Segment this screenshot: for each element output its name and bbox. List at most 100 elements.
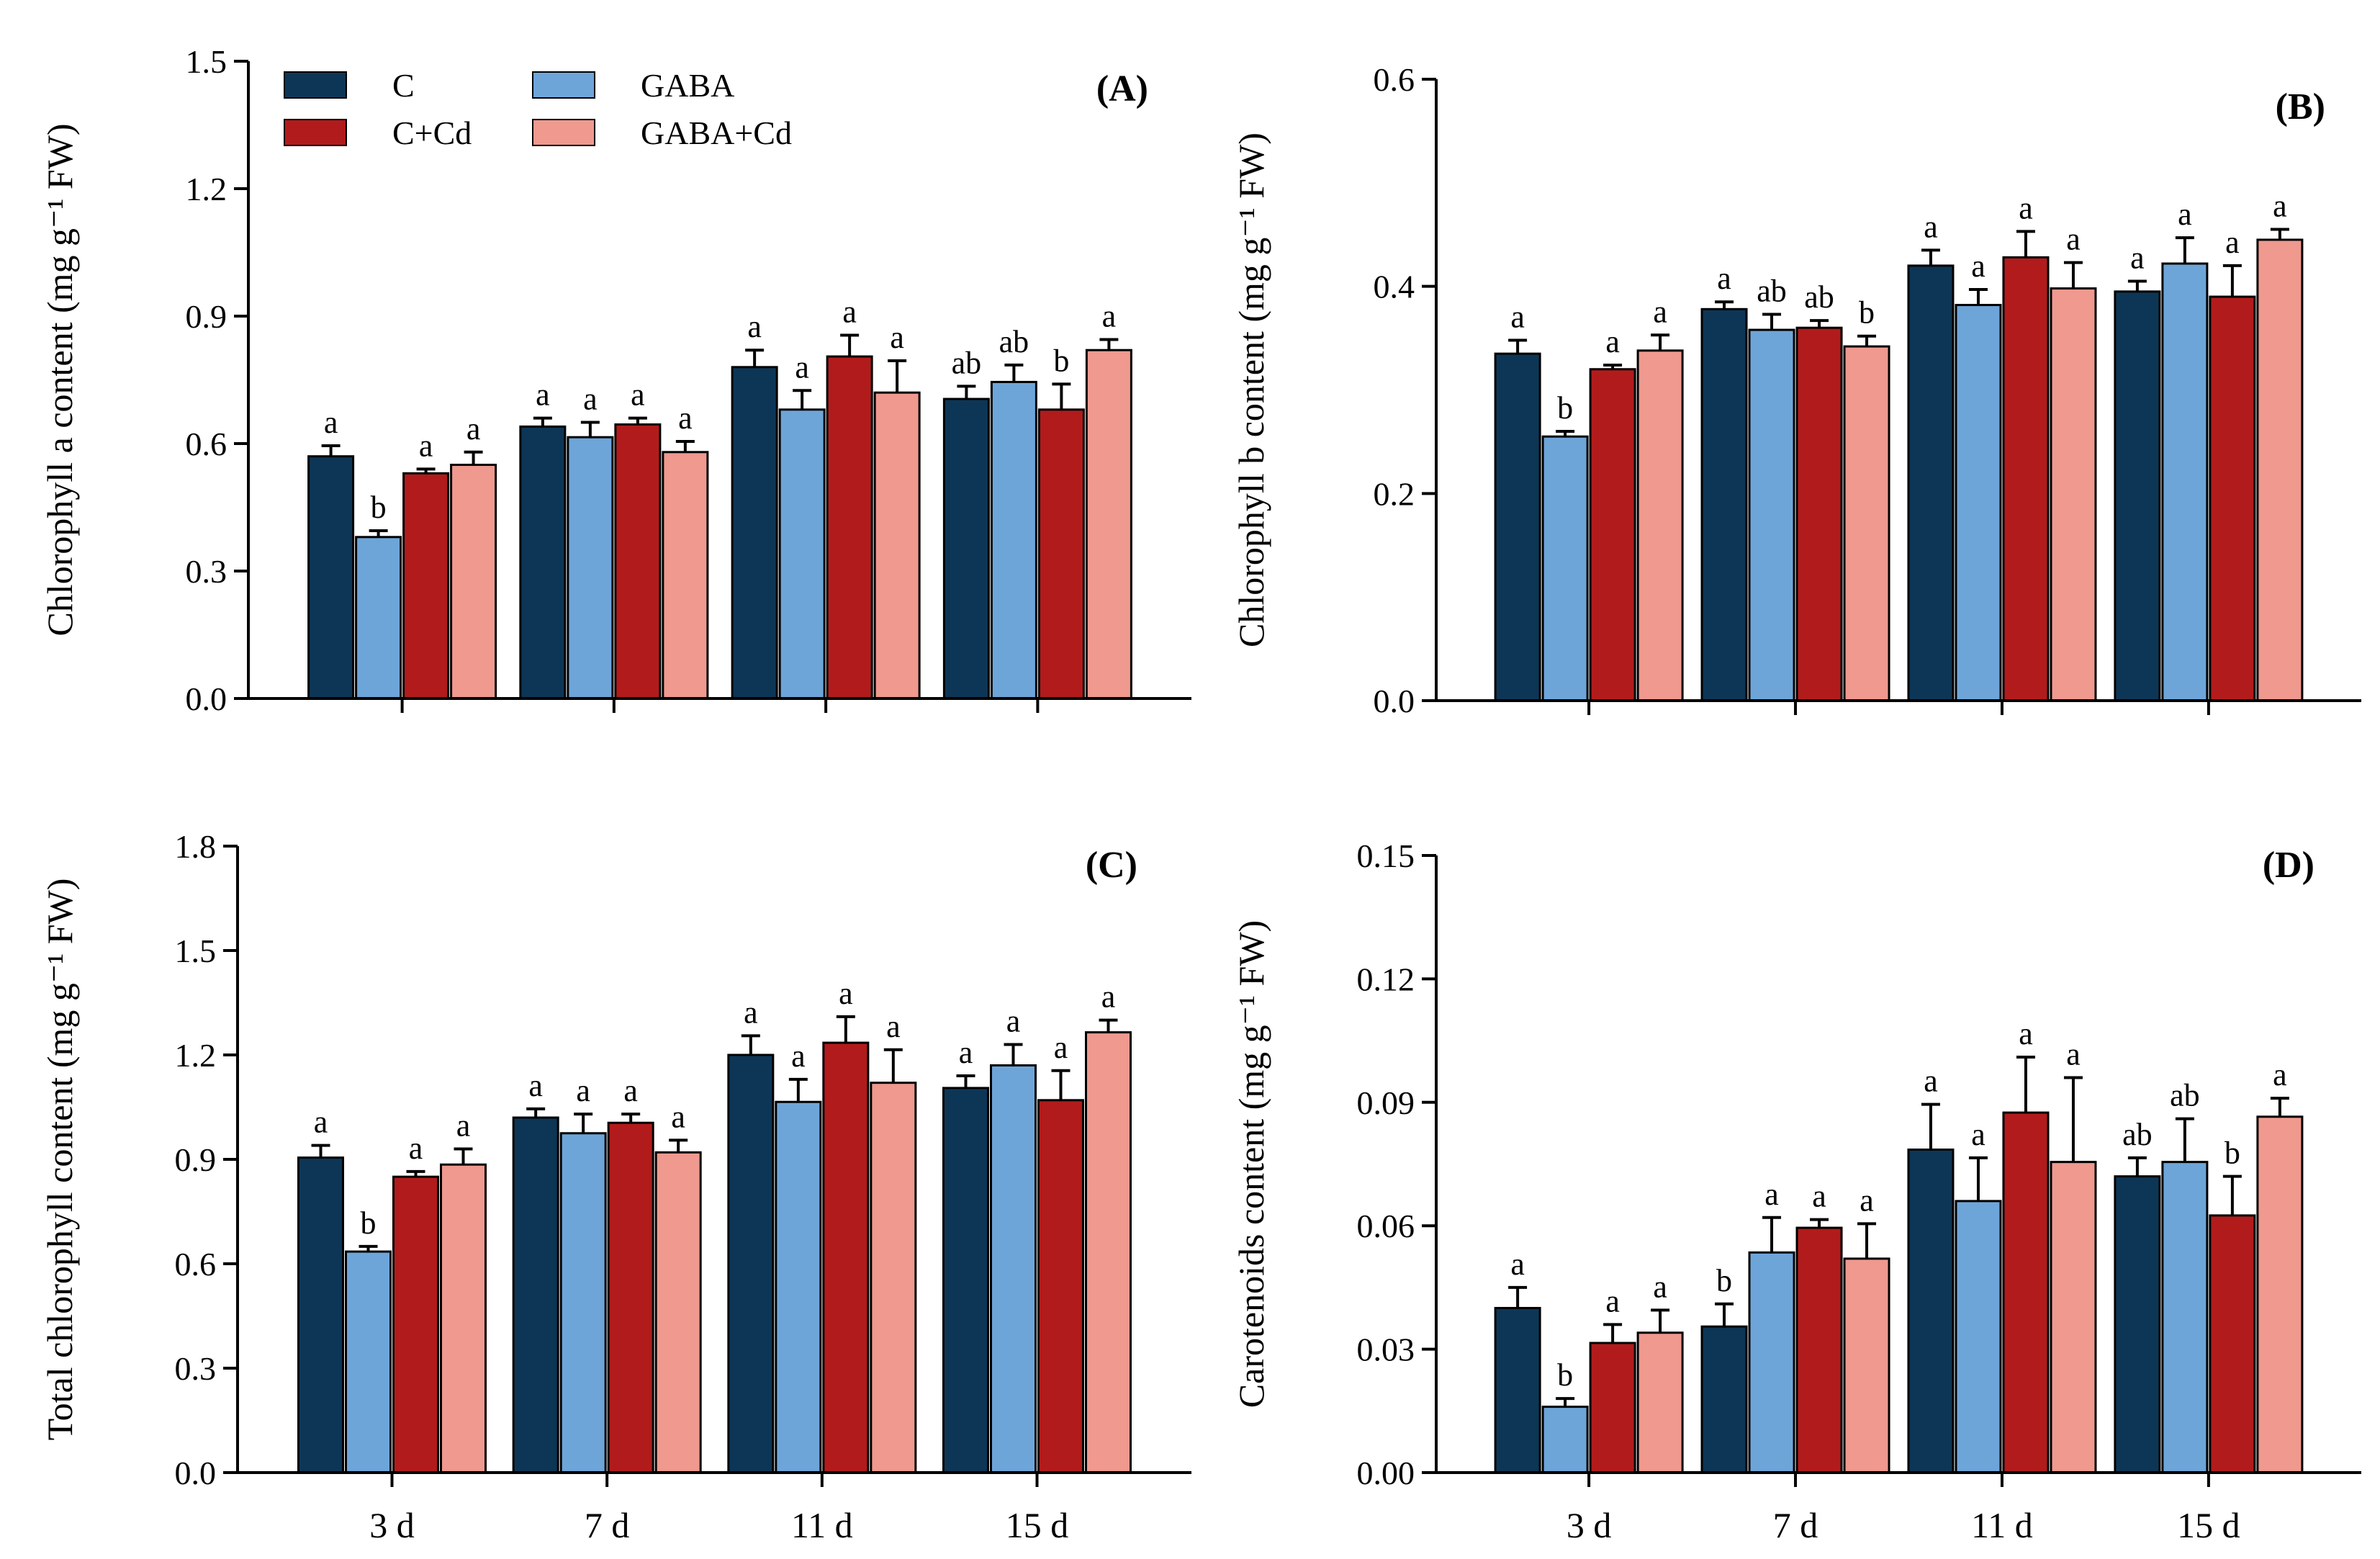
- significance-letter: a: [959, 1035, 973, 1070]
- bar: [2256, 1115, 2304, 1474]
- significance-letter: a: [1812, 1179, 1826, 1214]
- legend-swatch: [532, 119, 595, 146]
- significance-letter: a: [1006, 1004, 1021, 1039]
- bar: [392, 1175, 439, 1474]
- significance-letter: a: [2225, 225, 2240, 260]
- bar: [1541, 1406, 1589, 1474]
- y-tick-label: 0.9: [186, 298, 227, 335]
- y-tick-label: 0.15: [1357, 837, 1415, 874]
- x-tick-label: 11 d: [791, 1505, 853, 1545]
- significance-letter: a: [2273, 1057, 2287, 1092]
- legend-label: C: [392, 67, 415, 104]
- y-tick-label: 0.3: [175, 1350, 217, 1387]
- y-tick-label: 0.0: [1374, 683, 1415, 719]
- significance-letter: a: [2273, 189, 2287, 224]
- significance-letter: a: [2178, 197, 2192, 232]
- panel-label: (B): [2276, 86, 2325, 127]
- significance-letter: b: [1557, 390, 1573, 426]
- significance-letter: a: [1510, 1246, 1525, 1282]
- y-tick-label: 0.9: [175, 1141, 217, 1178]
- significance-letter: a: [1605, 1283, 1620, 1318]
- bar: [607, 1121, 654, 1474]
- significance-letter: a: [744, 994, 758, 1030]
- bar: [942, 1087, 989, 1474]
- bar: [1636, 1331, 1684, 1474]
- significance-letter: ab: [1757, 274, 1787, 309]
- y-tick-label: 0.03: [1357, 1331, 1415, 1368]
- significance-letter: a: [583, 382, 598, 417]
- significance-letter: a: [528, 1068, 543, 1103]
- y-tick-label: 1.5: [175, 933, 217, 969]
- bar: [1700, 307, 1748, 702]
- bar: [870, 1082, 917, 1474]
- bar: [1795, 326, 1843, 702]
- significance-letter: b: [2225, 1136, 2240, 1171]
- bar: [1541, 435, 1589, 702]
- legend-swatch: [284, 119, 347, 146]
- bar: [1037, 408, 1085, 700]
- significance-letter: a: [1717, 261, 1731, 296]
- significance-letter: a: [747, 309, 762, 344]
- y-tick-label: 1.2: [175, 1037, 217, 1074]
- bar: [2256, 238, 2304, 702]
- bar: [662, 451, 709, 700]
- significance-letter: a: [576, 1073, 590, 1108]
- panel-label: (D): [2263, 845, 2314, 886]
- significance-letter: ab: [952, 345, 982, 380]
- legend-label: GABA: [641, 67, 734, 104]
- x-tick-label: 3 d: [369, 1505, 415, 1545]
- significance-letter: a: [1860, 1182, 1874, 1218]
- bar: [559, 1132, 607, 1474]
- bar: [2002, 1111, 2050, 1474]
- bar: [2114, 1175, 2161, 1474]
- panel-label: (A): [1096, 68, 1148, 109]
- x-tick-label: 7 d: [1773, 1505, 1818, 1545]
- bar: [1589, 1342, 1636, 1474]
- significance-letter: a: [1605, 324, 1620, 359]
- legend-swatch: [284, 71, 347, 99]
- bar: [450, 464, 497, 700]
- significance-letter: ab: [2170, 1078, 2200, 1113]
- bar: [822, 1041, 870, 1474]
- significance-letter: a: [795, 349, 809, 385]
- significance-letter: a: [1054, 1030, 1068, 1065]
- y-axis-title: Chlorophyll b content (mg g⁻¹ FW): [1231, 132, 1271, 647]
- significance-letter: b: [1716, 1263, 1732, 1298]
- bar: [990, 380, 1037, 700]
- y-tick-label: 0.4: [1374, 269, 1415, 305]
- bar: [873, 391, 921, 700]
- significance-letter: a: [324, 405, 338, 440]
- significance-letter: a: [466, 411, 481, 446]
- y-tick-label: 0.6: [1374, 61, 1415, 98]
- legend: C C+Cd GABA GABA+Cd: [284, 67, 792, 151]
- significance-letter: a: [886, 1009, 901, 1044]
- y-axis-title: Total chlorophyll content (mg g⁻¹ FW): [40, 879, 80, 1441]
- bar: [2050, 1161, 2097, 1474]
- y-tick-label: 0.09: [1357, 1084, 1415, 1121]
- x-tick-label: 7 d: [585, 1505, 630, 1545]
- significance-letter: a: [1924, 209, 1938, 244]
- significance-letter: a: [2019, 190, 2033, 225]
- x-tick-label: 3 d: [1567, 1505, 1612, 1545]
- bar: [2161, 1161, 2209, 1474]
- bar: [307, 455, 355, 700]
- significance-letter: a: [1510, 299, 1525, 334]
- significance-letter: a: [456, 1108, 471, 1144]
- significance-letter: a: [2130, 240, 2145, 275]
- bar: [355, 536, 402, 700]
- significance-letter: ab: [2122, 1117, 2153, 1152]
- significance-letter: a: [536, 377, 550, 413]
- chart-panel-d: aba a ba a aaaaaababba0.000.030.060.090.120.…: [1231, 837, 2361, 1545]
- significance-letter: b: [1053, 343, 1069, 378]
- y-tick-label: 0.0: [186, 680, 227, 717]
- chart-panel-a: aba aa a aaaaaaababba0.00.30.60.91.21.5Chlo…: [40, 43, 1191, 717]
- significance-letter: b: [1859, 295, 1875, 331]
- bar: [2050, 287, 2097, 702]
- bar: [614, 423, 662, 700]
- y-tick-label: 0.12: [1357, 961, 1415, 997]
- bar: [440, 1163, 487, 1474]
- bar: [1085, 1031, 1132, 1474]
- bar: [731, 366, 778, 700]
- y-tick-label: 0.6: [175, 1246, 217, 1282]
